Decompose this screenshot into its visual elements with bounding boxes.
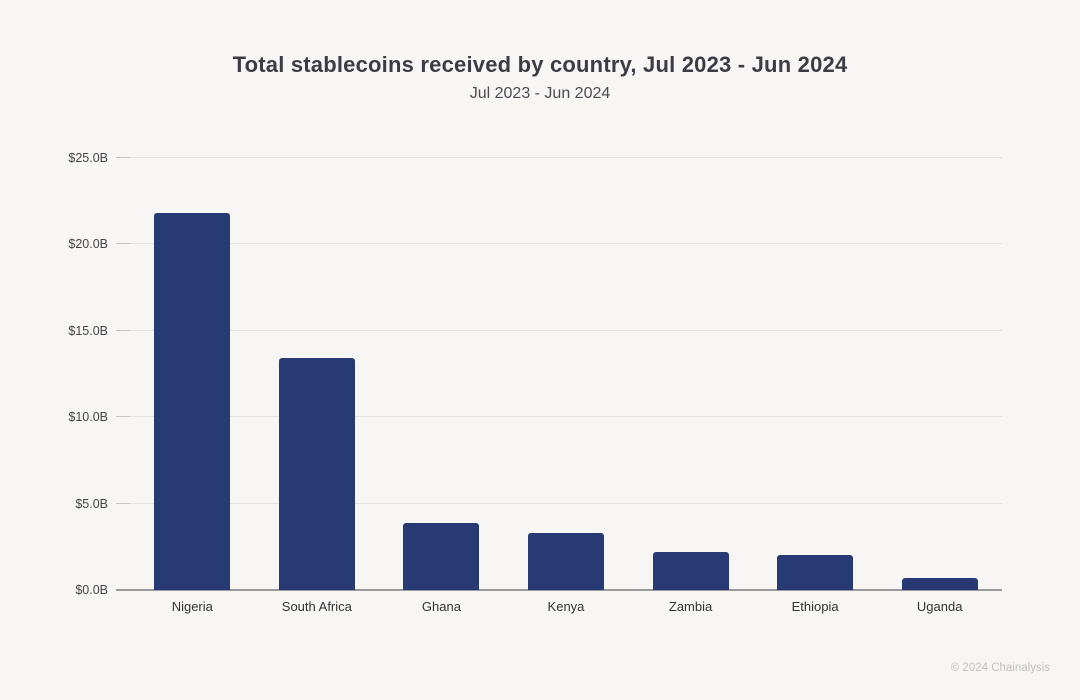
y-tick-mark [116,416,130,418]
gridline-20.0b [130,243,1002,245]
x-axis-label-ethiopia: Ethiopia [791,599,839,614]
x-axis-label-uganda: Uganda [916,599,963,614]
x-axis-label-nigeria: Nigeria [171,599,213,614]
y-axis-tick-label: $25.0B [68,151,108,165]
y-tick-mark [116,329,130,331]
bar-slot-uganda: Uganda [877,158,1002,614]
copyright-attribution: © 2024 Chainalysis [950,662,1050,674]
x-axis-label-kenya: Kenya [547,599,585,614]
x-axis-label-zambia: Zambia [668,599,713,614]
bar-slot-zambia: Zambia [628,158,753,614]
y-tick-mark [116,243,130,245]
bar-nigeria [154,213,231,590]
x-axis-label-ghana: Ghana [421,599,461,614]
bar-slot-nigeria: Nigeria [130,158,255,614]
gridline-5.0b [130,502,1002,504]
y-axis-tick-label: $15.0B [68,323,108,338]
y-axis-tick-label: $20.0B [68,237,108,252]
chart-title: Total stablecoins received by country, J… [232,52,848,77]
y-tick-mark [116,157,130,158]
bar-south-africa [278,358,355,590]
bar-zambia [652,551,729,590]
y-axis-tick-label: $5.0B [75,496,108,511]
x-axis-baseline [116,589,1002,591]
y-axis-tick-label: $10.0B [68,410,108,425]
y-axis-tick-label: $0.0B [75,583,108,597]
chart-subtitle: Jul 2023 - Jun 2024 [469,85,611,102]
bar-chart-plot-area: $0.0B $5.0B $10.0B $15.0B $20.0B $25.0B Nigeri… [68,151,1002,614]
x-axis-label-south-africa: South Africa [281,599,352,614]
y-tick-mark [116,502,130,504]
bar-slot-ethiopia: Ethiopia [753,158,878,614]
bar-ethiopia [777,555,854,590]
bar-uganda [901,577,978,590]
bar-slot-kenya: Kenya [504,158,629,614]
bar-slot-ghana: Ghana [379,158,504,614]
gridline-15.0b [130,329,1002,331]
bar-kenya [527,532,604,590]
gridline-25.0b [130,157,1002,158]
gridline-10.0b [130,416,1002,418]
bar-slot-south-africa: South Africa [255,158,380,614]
bar-ghana [403,522,480,590]
